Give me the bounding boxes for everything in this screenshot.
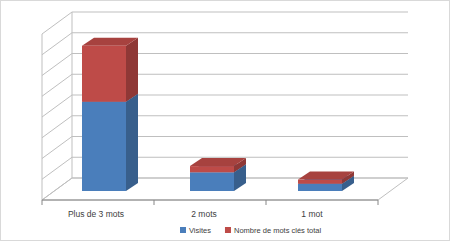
x-tick	[42, 200, 43, 205]
legend-label: Visites	[189, 226, 211, 235]
bar-segment	[82, 94, 138, 191]
plot-area	[82, 38, 354, 191]
grid-line	[42, 12, 408, 34]
x-tick-label: 1 mot	[301, 209, 323, 219]
x-tick	[266, 200, 267, 205]
chart-container: Plus de 3 mots 2 mots 1 mot Visites Nombre d…	[0, 0, 450, 241]
legend-swatch	[180, 227, 186, 233]
legend: Visites Nombre de mots clés total	[180, 226, 321, 235]
x-tick-label: Plus de 3 mots	[68, 209, 124, 219]
bar-segment	[82, 38, 138, 102]
chart-border	[1, 1, 450, 241]
bar-segment	[298, 172, 354, 184]
legend-swatch	[225, 227, 231, 233]
bar-segment	[190, 158, 246, 172]
x-tick	[378, 200, 379, 205]
x-tick	[154, 200, 155, 205]
x-tick-label: 2 mots	[191, 209, 217, 219]
x-axis	[42, 200, 378, 201]
legend-label: Nombre de mots clés total	[234, 226, 321, 235]
chart: Plus de 3 mots 2 mots 1 mot Visites Nombre d…	[0, 0, 450, 241]
